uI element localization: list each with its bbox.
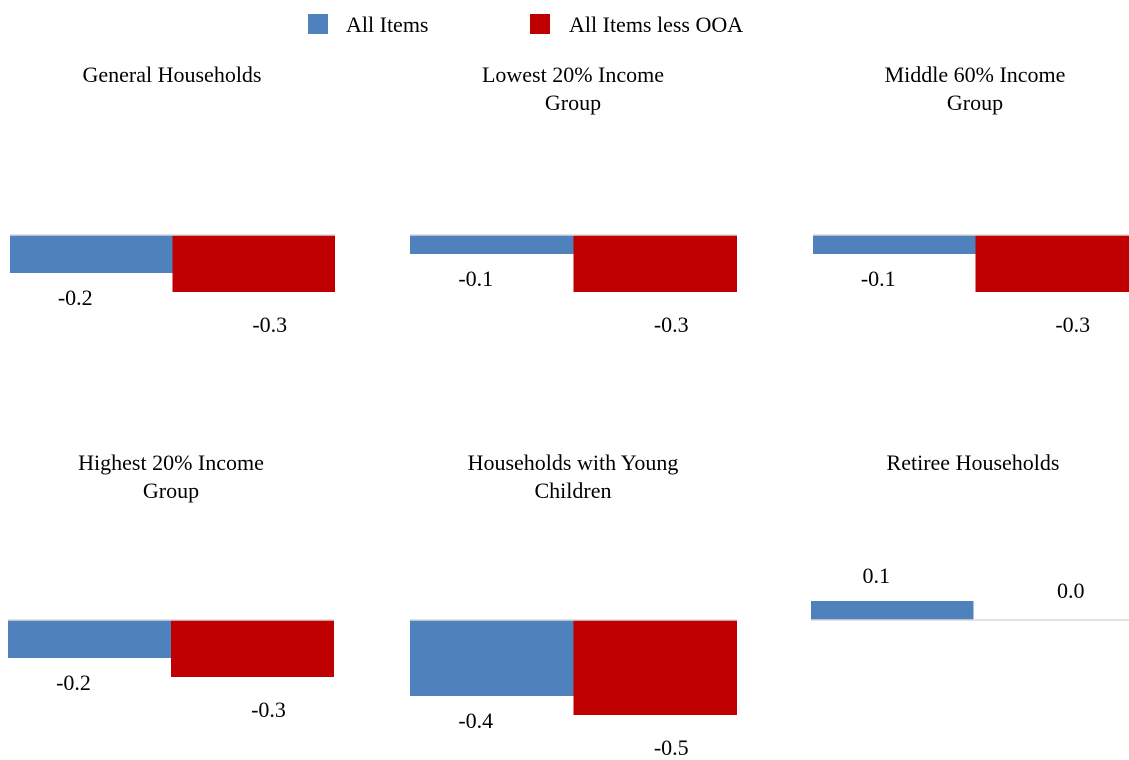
bar — [410, 235, 574, 254]
legend-swatch — [530, 14, 550, 34]
legend-label: All Items — [346, 12, 429, 37]
data-label: -0.3 — [654, 312, 689, 337]
data-label: 0.1 — [863, 563, 891, 588]
bar — [8, 620, 171, 658]
chart-title: Lowest 20% Income Group — [482, 62, 664, 115]
bar — [171, 620, 334, 677]
bar — [10, 235, 173, 273]
chart-title-line: Group — [143, 478, 199, 503]
chart-panel-4: Highest 20% Income Group -0.2 -0.3 — [8, 450, 334, 722]
bar — [172, 235, 335, 292]
chart-title-line: General Households — [82, 62, 261, 87]
legend-item-2: All Items less OOA — [530, 12, 743, 37]
bar — [813, 235, 976, 254]
data-label: 0.0 — [1057, 578, 1085, 603]
chart-title-line: Group — [947, 90, 1003, 115]
legend-item-1: All Items — [308, 12, 429, 37]
chart-panel-1: General Households -0.2 -0.3 — [10, 62, 335, 337]
chart-title-line: Retiree Households — [887, 450, 1060, 475]
data-label: -0.3 — [251, 697, 286, 722]
chart-panel-2: Lowest 20% Income Group -0.1 -0.3 — [410, 62, 737, 337]
chart-title: Retiree Households — [887, 450, 1060, 475]
chart-title: Highest 20% Income Group — [78, 450, 264, 503]
chart-title-line: Children — [535, 478, 612, 503]
chart-panel-6: Retiree Households 0.1 0.0 — [811, 450, 1129, 621]
chart-title: General Households — [82, 62, 261, 87]
data-label: -0.3 — [252, 312, 287, 337]
chart-title-line: Highest 20% Income — [78, 450, 264, 475]
data-label: -0.1 — [458, 266, 493, 291]
chart-title-line: Middle 60% Income — [885, 62, 1066, 87]
chart-title-line: Lowest 20% Income — [482, 62, 664, 87]
chart-title-line: Households with Young — [468, 450, 679, 475]
data-label: -0.2 — [56, 670, 91, 695]
data-label: -0.4 — [458, 708, 493, 733]
legend-swatch — [308, 14, 328, 34]
legend-label: All Items less OOA — [569, 12, 743, 37]
chart-panel-5: Households with Young Children -0.4 -0.5 — [410, 450, 737, 760]
legend: All Items All Items less OOA — [308, 12, 743, 37]
chart-title: Households with Young Children — [468, 450, 679, 503]
chart-panel-3: Middle 60% Income Group -0.1 -0.3 — [813, 62, 1129, 337]
data-label: -0.3 — [1055, 312, 1090, 337]
chart-title-line: Group — [545, 90, 601, 115]
bar — [573, 620, 737, 715]
bar — [975, 235, 1129, 292]
chart-title: Middle 60% Income Group — [885, 62, 1066, 115]
data-label: -0.1 — [861, 266, 896, 291]
bar — [410, 620, 574, 696]
data-label: -0.5 — [654, 735, 689, 760]
data-label: -0.2 — [58, 285, 93, 310]
bar — [573, 235, 737, 292]
bar — [811, 601, 974, 620]
